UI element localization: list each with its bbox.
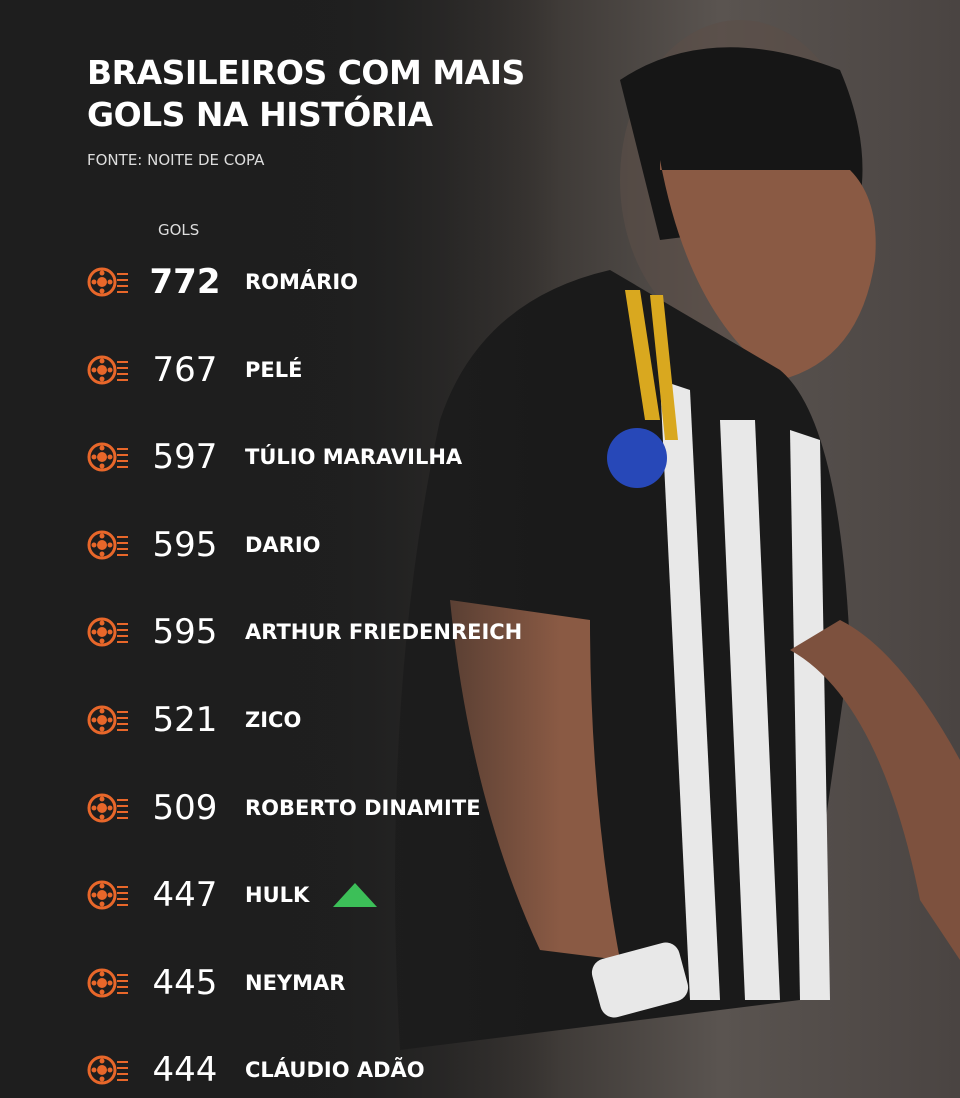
soccer-ball-speed-icon xyxy=(86,966,130,1000)
player-name: CLÁUDIO ADÃO xyxy=(245,1058,425,1083)
goals-value: 595 xyxy=(152,524,218,565)
soccer-ball-speed-icon xyxy=(86,440,130,474)
page-title: BRASILEIROS COM MAIS GOLS NA HISTÓRIA xyxy=(87,52,525,136)
source-label: FONTE: NOITE DE COPA xyxy=(87,151,265,169)
player-row: 597 TÚLIO MARAVILHA xyxy=(86,435,462,479)
player-row: 595 ARTHUR FRIEDENREICH xyxy=(86,610,522,654)
player-name: ROBERTO DINAMITE xyxy=(245,795,481,820)
player-row: 444 CLÁUDIO ADÃO xyxy=(86,1048,425,1092)
player-row: 521 ZICO xyxy=(86,698,301,742)
player-row: 595 DARIO xyxy=(86,523,321,567)
title-line-2: GOLS NA HISTÓRIA xyxy=(87,95,433,134)
soccer-ball-speed-icon xyxy=(86,265,130,299)
player-row: 767 PELÉ xyxy=(86,348,302,392)
player-name: TÚLIO MARAVILHA xyxy=(245,445,463,470)
goals-value: 597 xyxy=(152,437,218,478)
goals-value: 772 xyxy=(149,262,221,302)
player-row: 447 HULK xyxy=(86,873,378,917)
soccer-ball-speed-icon xyxy=(86,615,130,649)
player-name: ROMÁRIO xyxy=(245,270,359,294)
player-name: PELÉ xyxy=(245,357,303,382)
player-name: DARIO xyxy=(245,532,321,557)
goals-value: 444 xyxy=(152,1050,218,1091)
player-name: ZICO xyxy=(245,708,302,732)
goals-value: 521 xyxy=(152,700,218,740)
player-name: ARTHUR FRIEDENREICH xyxy=(245,620,523,645)
goals-value: 767 xyxy=(152,349,218,390)
goals-value: 509 xyxy=(152,787,218,828)
player-row: 509 ROBERTO DINAMITE xyxy=(86,786,481,830)
soccer-ball-speed-icon xyxy=(86,703,130,737)
soccer-ball-speed-icon xyxy=(86,878,130,912)
soccer-ball-speed-icon xyxy=(86,1053,130,1087)
goals-value: 595 xyxy=(152,612,218,653)
goals-column-header: GOLS xyxy=(158,221,200,239)
player-name: HULK xyxy=(245,883,310,908)
trend-up-icon xyxy=(333,883,378,908)
soccer-ball-speed-icon xyxy=(86,353,130,387)
soccer-ball-speed-icon xyxy=(86,528,130,562)
title-line-1: BRASILEIROS COM MAIS xyxy=(87,53,525,92)
soccer-ball-speed-icon xyxy=(86,791,130,825)
player-row: 772 ROMÁRIO xyxy=(86,260,358,304)
player-row: 445 NEYMAR xyxy=(86,961,345,1005)
background-fade xyxy=(0,0,560,1098)
player-name: NEYMAR xyxy=(245,970,346,995)
goals-value: 447 xyxy=(152,875,218,916)
goals-value: 445 xyxy=(152,962,218,1003)
